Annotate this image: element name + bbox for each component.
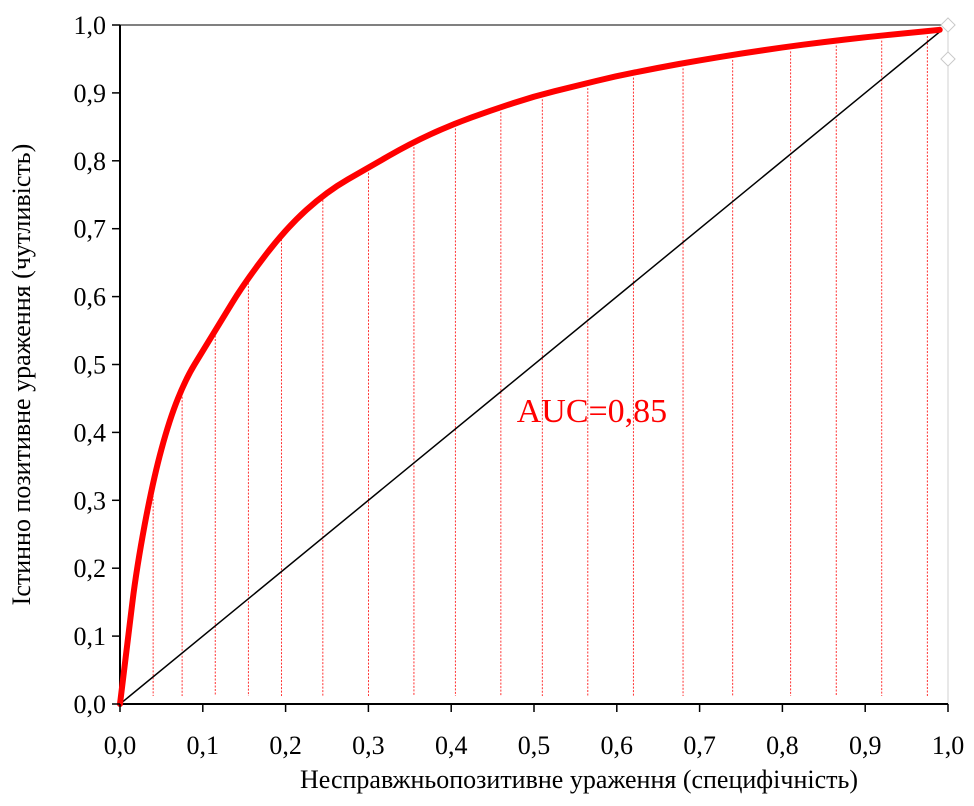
x-tick-label: 0,0	[104, 731, 137, 760]
x-tick-label: 0,9	[849, 731, 882, 760]
y-tick-label: 1,0	[74, 11, 107, 40]
y-tick-label: 0,2	[74, 554, 107, 583]
y-tick-label: 0,7	[74, 215, 107, 244]
y-tick-label: 0,3	[74, 486, 107, 515]
x-tick-label: 0,1	[187, 731, 220, 760]
y-tick-label: 0,0	[74, 690, 107, 719]
curve-end-handle	[940, 17, 956, 33]
y-tick-label: 0,9	[74, 79, 107, 108]
y-tick-label: 0,8	[74, 147, 107, 176]
y-tick-label: 0,1	[74, 622, 107, 651]
tick-layer: 0,0 0,1 0,2 0,3 0,4 0,5 0,6 0,7 0,8 0,9 1,0 0,0 0,1 0…	[74, 11, 965, 760]
y-tick-label: 0,4	[74, 418, 107, 447]
x-tick-label: 0,6	[601, 731, 634, 760]
reference-diagonal-line	[119, 31, 941, 705]
y-tick-label: 0,6	[74, 283, 107, 312]
curve-end-handle	[940, 51, 956, 67]
auc-annotation: AUC=0,85	[517, 393, 667, 430]
series-layer	[117, 17, 956, 707]
x-tick-label: 0,7	[683, 731, 716, 760]
x-axis-label: Несправжньопозитивне ураження (специфічн…	[300, 765, 858, 794]
x-tick-label: 0,4	[435, 731, 468, 760]
y-tick-label: 0,5	[74, 351, 107, 380]
x-tick-label: 0,5	[518, 731, 551, 760]
y-axis-label: Істинно позитивне ураження (чутливість)	[7, 144, 36, 606]
plot-frame	[119, 24, 949, 705]
x-tick-label: 0,3	[352, 731, 385, 760]
x-tick-label: 1,0	[932, 731, 965, 760]
x-tick-label: 0,8	[766, 731, 799, 760]
x-tick-label: 0,2	[269, 731, 302, 760]
roc-curve-line	[117, 26, 943, 707]
auc-hatch-layer	[152, 36, 928, 696]
